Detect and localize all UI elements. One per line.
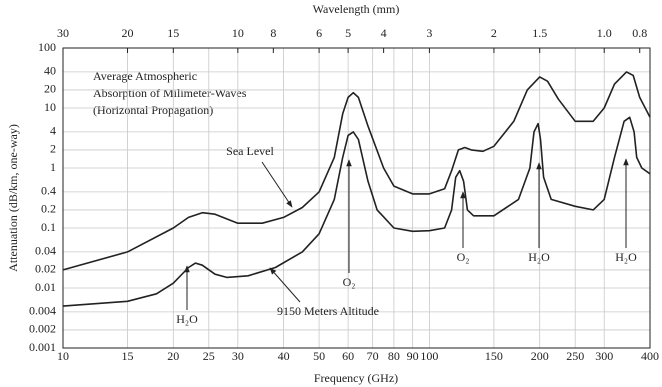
- chart-title: Absorption of Milimeter-Waves: [93, 86, 247, 100]
- y-tick-label: 20: [44, 82, 56, 96]
- y-tick-label: 4: [50, 124, 56, 138]
- y-tick-label: 0.01: [35, 280, 56, 294]
- x-tick-label: 300: [595, 349, 613, 363]
- x-tick-label: 80: [388, 349, 400, 363]
- annotation: H₂O: [615, 250, 637, 264]
- x2-tick-label: 1.5: [532, 26, 547, 40]
- x-tick-label: 30: [232, 349, 244, 363]
- x-tick-label: 250: [566, 349, 584, 363]
- y-tick-label: 0.001: [29, 340, 56, 354]
- annotation-arrow: [269, 267, 301, 303]
- series-label: Sea Level: [226, 144, 274, 158]
- y-tick-label: 100: [38, 40, 56, 54]
- chart-title: (Horizontal Propagation): [93, 103, 213, 117]
- x2-tick-label: 6: [316, 26, 322, 40]
- x-tick-label: 10: [57, 349, 69, 363]
- series-line: [62, 116, 651, 307]
- x2-tick-label: 8: [270, 26, 276, 40]
- x2-tick-label: 5: [345, 26, 351, 40]
- y-tick-label: 0.2: [41, 202, 56, 216]
- y-tick-label: 0.02: [35, 262, 56, 276]
- plot-frame: [62, 47, 651, 349]
- x2-tick-label: 3: [426, 26, 432, 40]
- x-tick-label: 200: [531, 349, 549, 363]
- x-tick-label: 150: [485, 349, 503, 363]
- y-tick-label: 2: [50, 142, 56, 156]
- series-label: 9150 Meters Altitude: [277, 304, 379, 318]
- y-tick-label: 0.04: [35, 244, 56, 258]
- y-tick-label: 0.004: [29, 304, 56, 318]
- y-tick-label: 0.002: [29, 322, 56, 336]
- x-axis-label: Frequency (GHz): [314, 371, 398, 385]
- x-tick-label: 400: [641, 349, 659, 363]
- y-tick-label: 10: [44, 100, 56, 114]
- y-axis-label: Attenuation (dB/km, one-way): [6, 124, 20, 272]
- x2-tick-label: 2: [491, 26, 497, 40]
- x2-tick-label: 15: [167, 26, 179, 40]
- x-tick-label: 50: [313, 349, 325, 363]
- y-tick-label: 40: [44, 64, 56, 78]
- x2-tick-label: 10: [232, 26, 244, 40]
- x2-tick-label: 30: [57, 26, 69, 40]
- x2-tick-label: 4: [381, 26, 387, 40]
- x2-tick-label: 0.8: [632, 26, 647, 40]
- y-tick-label: 0.4: [41, 184, 56, 198]
- x2-tick-label: 1.0: [597, 26, 612, 40]
- x2-axis-label: Wavelength (mm): [313, 2, 400, 16]
- x-tick-label: 60: [342, 349, 354, 363]
- x-tick-label: 90: [407, 349, 419, 363]
- annotation: H₂O: [528, 250, 550, 264]
- chart-title: Average Atmospheric: [93, 69, 197, 83]
- x2-tick-label: 20: [122, 26, 134, 40]
- y-tick-label: 0.1: [41, 220, 56, 234]
- y-tick-label: 1: [50, 160, 56, 174]
- x-tick-label: 40: [278, 349, 290, 363]
- series-line: [62, 71, 651, 271]
- x-tick-label: 15: [122, 349, 134, 363]
- annotation: H₂O: [176, 312, 198, 326]
- x-tick-label: 100: [420, 349, 438, 363]
- annotation-arrow: [261, 161, 293, 208]
- x-tick-label: 25: [203, 349, 215, 363]
- annotation: O₂: [343, 275, 356, 289]
- x-tick-label: 70: [367, 349, 379, 363]
- x-tick-label: 20: [167, 349, 179, 363]
- annotation: O₂: [457, 250, 470, 264]
